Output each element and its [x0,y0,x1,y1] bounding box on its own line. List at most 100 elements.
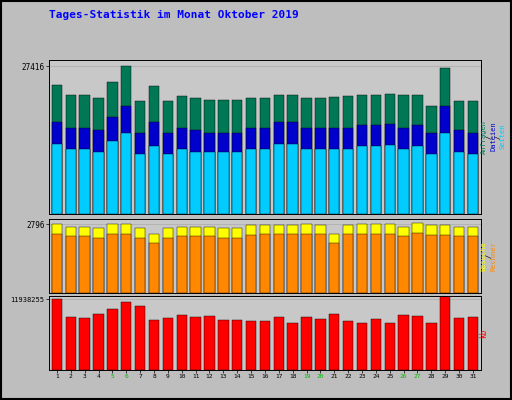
Bar [93,228,104,293]
Bar [454,130,464,214]
Bar [190,98,201,214]
Bar [149,320,159,370]
Bar [66,95,76,214]
Bar [398,149,409,214]
Bar [288,95,298,214]
Bar [426,106,437,214]
Bar [121,234,132,293]
Bar [315,128,326,214]
Bar [190,130,201,214]
Text: Anfragen: Anfragen [481,120,487,154]
Bar [246,149,257,214]
Bar [454,101,464,214]
Bar [52,234,62,293]
Bar [440,235,451,293]
Bar [66,149,76,214]
Bar [329,234,339,293]
Bar [329,314,339,370]
Bar [343,225,353,293]
Bar [177,316,187,370]
Bar [288,122,298,214]
Bar [204,316,215,370]
Bar [357,146,367,214]
Text: Rechner: Rechner [490,241,496,271]
Bar [163,101,173,214]
Bar [93,314,104,370]
Bar [218,320,228,370]
Text: Dateien: Dateien [490,122,496,152]
Bar [385,94,395,214]
Bar [454,152,464,214]
Bar [426,322,437,370]
Bar [66,236,76,293]
Text: /: / [485,134,492,139]
Text: Seiten: Seiten [499,124,505,149]
Bar [163,228,173,293]
Bar [163,133,173,214]
Bar [66,317,76,370]
Bar [329,149,339,214]
Bar [412,316,423,370]
Bar [260,225,270,293]
Bar [204,100,215,214]
Bar [273,234,284,293]
Bar [218,152,228,214]
Bar [204,227,215,293]
Bar [52,224,62,293]
Bar [149,234,159,293]
Bar [288,234,298,293]
Bar [218,100,228,214]
Bar [412,146,423,214]
Bar [343,96,353,214]
Bar [121,224,132,293]
Bar [232,238,242,293]
Bar [273,317,284,370]
Bar [385,224,395,293]
Bar [371,95,381,214]
Bar [468,236,478,293]
Bar [357,95,367,214]
Bar [149,242,159,293]
Bar [440,106,451,214]
Bar [121,66,132,214]
Bar [440,68,451,214]
Bar [412,233,423,293]
Bar [177,96,187,214]
Bar [149,86,159,214]
Bar [135,238,145,293]
Bar [468,227,478,293]
Text: kb: kb [479,328,488,338]
Bar [121,302,132,370]
Bar [93,152,104,214]
Bar [260,234,270,293]
Bar [343,149,353,214]
Bar [121,133,132,214]
Bar [260,128,270,214]
Bar [315,319,326,370]
Bar [426,154,437,214]
Bar [232,100,242,214]
Bar [66,128,76,214]
Bar [357,322,367,370]
Bar [371,234,381,293]
Bar [454,227,464,293]
Bar [260,149,270,214]
Bar [315,98,326,214]
Bar [163,238,173,293]
Bar [288,225,298,293]
Bar [260,321,270,370]
Bar [79,149,90,214]
Bar [371,125,381,214]
Bar [246,128,257,214]
Bar [135,101,145,214]
Bar [66,227,76,293]
Bar [246,226,257,293]
Bar [273,225,284,293]
Bar [385,124,395,214]
Bar [190,317,201,370]
Bar [79,95,90,214]
Bar [288,323,298,370]
Bar [302,317,312,370]
Bar [440,281,451,370]
Bar [190,152,201,214]
